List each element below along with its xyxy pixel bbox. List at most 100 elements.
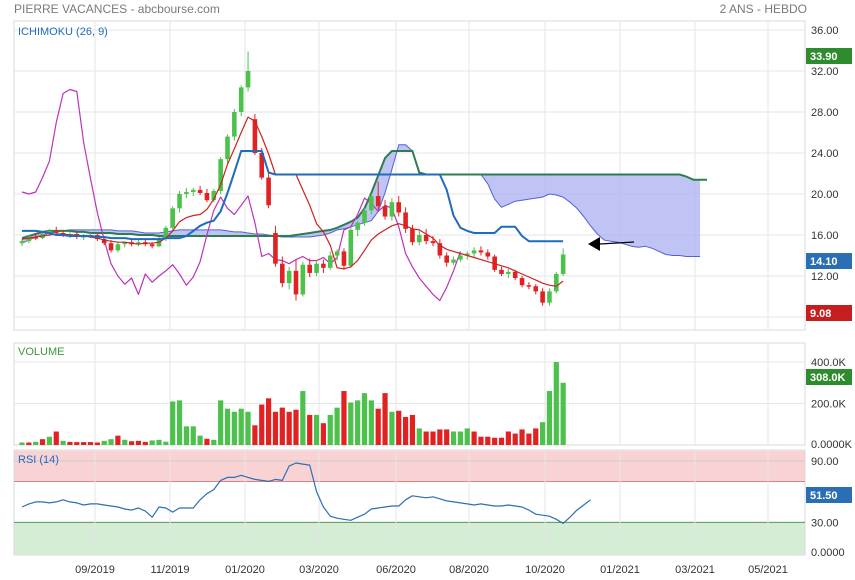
volume-bar: [430, 431, 436, 445]
price-candle: [417, 230, 422, 246]
price-candle: [547, 288, 552, 306]
price-candle: [560, 248, 566, 276]
rsi-overbought-zone: [14, 450, 805, 482]
volume-bar: [540, 422, 546, 445]
candle-body: [341, 251, 347, 266]
volume-bar: [149, 440, 155, 445]
volume-bar: [409, 414, 416, 445]
price-candle: [238, 85, 244, 117]
last-price-badge: 14.10: [810, 256, 838, 268]
candle-body: [526, 285, 532, 287]
candle-body: [451, 259, 456, 263]
candle-body: [444, 255, 449, 263]
volume-bar: [300, 391, 306, 445]
volume-bar: [361, 393, 368, 445]
volume-bar: [368, 400, 374, 445]
candle-body: [389, 202, 395, 217]
volume-bar: [231, 411, 237, 445]
volume-bar: [272, 411, 279, 445]
price-candle: [115, 242, 121, 253]
rsi-tick-label: 90.00: [811, 456, 839, 468]
volume-bar: [286, 411, 292, 445]
candle-body: [560, 254, 566, 274]
candle-body: [362, 210, 367, 223]
volume-bar: [471, 431, 477, 445]
price-tick-label: 16.00: [811, 230, 839, 242]
candle-body: [300, 264, 306, 295]
price-candle: [170, 206, 175, 230]
volume-bar: [74, 442, 80, 445]
price-candle: [26, 235, 32, 244]
price-candle: [362, 208, 367, 226]
price-candle: [204, 188, 210, 203]
price-candle: [293, 259, 299, 301]
candle-body: [410, 228, 415, 243]
candle-body: [540, 291, 545, 303]
chart-header-title: PIERRE VACANCES - abcbourse.com: [14, 2, 220, 16]
candle-body: [170, 208, 175, 228]
volume-bar: [492, 437, 498, 445]
candle-body: [33, 237, 38, 239]
price-candle: [533, 284, 539, 295]
price-candle: [554, 271, 559, 294]
volume-bar: [238, 408, 244, 445]
price-candle: [526, 282, 532, 290]
price-tick-label: 24.00: [811, 148, 839, 160]
volume-bar: [33, 441, 39, 445]
candle-body: [334, 251, 340, 256]
candle-body: [293, 270, 299, 295]
volume-bar: [533, 428, 539, 445]
time-tick-label: 01/2020: [225, 564, 265, 576]
price-candle: [403, 207, 408, 233]
volume-bar: [108, 439, 114, 445]
panel-frame-2: [13, 342, 806, 446]
volume-bar: [163, 441, 169, 445]
period-low-badge: 9.08: [810, 308, 831, 320]
rsi-tick-label: 0.0000: [811, 547, 845, 559]
price-candle: [327, 251, 333, 270]
volume-bar: [122, 439, 128, 445]
candle-body: [53, 230, 59, 233]
ichimoku-cloud: [22, 144, 701, 257]
price-tick-label: 28.00: [811, 107, 839, 119]
volume-bar: [320, 423, 326, 445]
volume-bar: [142, 441, 148, 445]
candle-body: [232, 112, 237, 137]
volume-bar: [355, 400, 361, 445]
volume-bar: [396, 410, 402, 445]
price-candle: [348, 226, 354, 268]
volume-bar: [546, 391, 553, 445]
time-tick-label: 05/2021: [748, 564, 788, 576]
volume-bar: [218, 400, 224, 445]
price-candle: [355, 220, 360, 237]
candle-body: [115, 244, 121, 251]
time-tick-label: 06/2020: [376, 564, 416, 576]
volume-bar: [252, 425, 258, 445]
last-rsi-badge: 51.50: [810, 490, 838, 502]
price-candle: [197, 185, 203, 196]
candle-body: [355, 222, 360, 230]
price-candle: [334, 249, 340, 261]
price-candle: [286, 266, 292, 290]
volume-bar: [87, 442, 94, 445]
volume-bar: [266, 398, 272, 445]
volume-bar: [389, 411, 395, 445]
volume-bar: [437, 429, 443, 445]
candle-body: [417, 235, 422, 243]
ichimoku-panel-title: ICHIMOKU (26, 9): [18, 26, 108, 38]
volume-bar: [498, 437, 505, 445]
volume-bar: [348, 402, 354, 445]
period-low-badge-bg: [806, 305, 852, 321]
candle-body: [499, 269, 504, 274]
volume-bar: [313, 414, 320, 445]
candle-body: [238, 87, 244, 112]
price-tick-label: 32.00: [811, 66, 839, 78]
price-tick-label: 20.00: [811, 189, 839, 201]
candle-body: [506, 271, 511, 274]
price-candle: [478, 246, 484, 256]
candle-body: [259, 153, 265, 178]
candle-body: [375, 196, 381, 207]
price-candle: [375, 181, 381, 210]
price-candle: [506, 268, 511, 279]
